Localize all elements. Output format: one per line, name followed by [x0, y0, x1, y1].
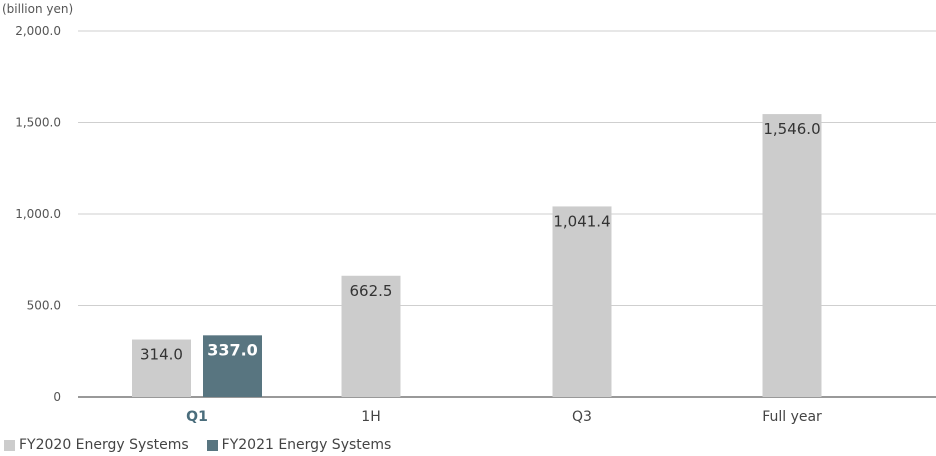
legend: FY2020 Energy Systems FY2021 Energy Syst… — [4, 437, 409, 453]
x-tick-label: 1H — [361, 409, 380, 425]
y-unit-label: (billion yen) — [2, 2, 74, 16]
x-tick-label: Q3 — [572, 409, 592, 425]
y-tick-label: 500.0 — [27, 299, 61, 313]
bar-1h-series-0 — [341, 275, 401, 397]
y-tick-label: 1,500.0 — [15, 116, 61, 130]
value-label: 1,546.0 — [763, 120, 820, 138]
legend-swatch-fy2021 — [206, 439, 218, 451]
bar-chart: 0 500.0 1,000.0 1,500.0 2,000.0 314.0 337.0 66… — [15, 24, 936, 425]
y-tick-label: 1,000.0 — [15, 207, 61, 221]
y-tick-label: 2,000.0 — [15, 24, 61, 38]
y-tick-label: 0 — [53, 390, 61, 404]
legend-swatch-fy2020 — [4, 439, 15, 451]
bar-q1-series-1 — [203, 335, 262, 397]
value-label: 662.5 — [350, 282, 393, 300]
bar-q3-series-0 — [552, 206, 612, 397]
value-label: 314.0 — [140, 346, 183, 364]
value-labels: 314.0 337.0 662.5 1,041.4 1,546.0 — [140, 120, 821, 363]
legend-label-fy2021: FY2021 Energy Systems — [221, 437, 392, 453]
bar-q1-series-0 — [132, 339, 191, 397]
value-label: 1,041.4 — [553, 212, 610, 230]
x-tick-label: Full year — [762, 409, 822, 425]
value-label: 337.0 — [207, 340, 258, 359]
x-axis-ticks: Q1 1H Q3 Full year — [186, 409, 822, 425]
legend-item-fy2021: FY2021 Energy Systems — [206, 437, 392, 453]
y-axis-ticks: 0 500.0 1,000.0 1,500.0 2,000.0 — [15, 24, 61, 404]
x-tick-label: Q1 — [186, 409, 208, 425]
bar-full-year-series-0 — [762, 114, 822, 397]
legend-item-fy2020: FY2020 Energy Systems — [4, 437, 189, 453]
legend-label-fy2020: FY2020 Energy Systems — [19, 437, 189, 453]
bars — [132, 114, 822, 397]
